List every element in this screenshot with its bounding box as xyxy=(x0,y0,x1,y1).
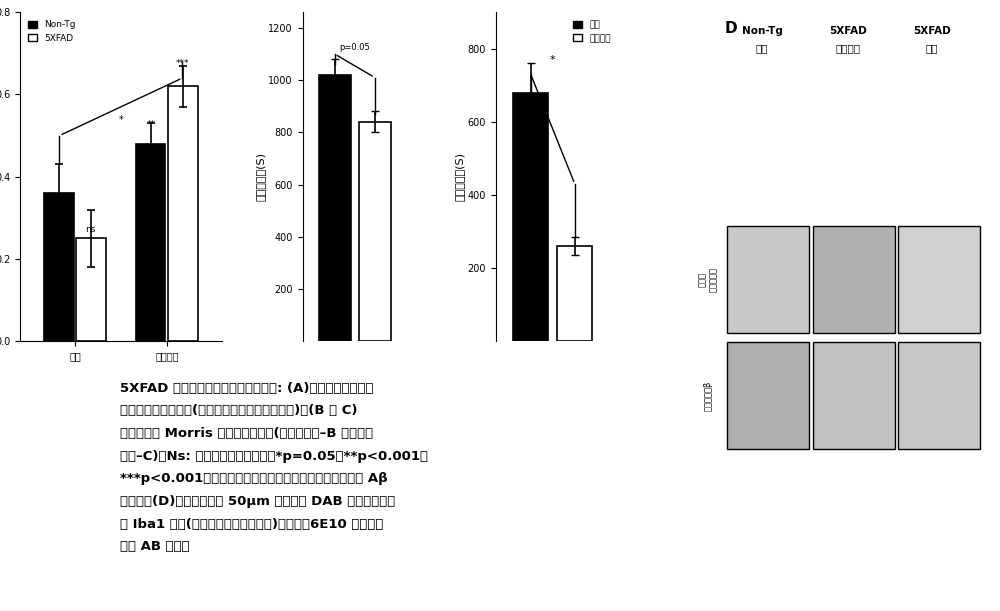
Text: ***p<0.001。慢性给予扎莫特罗增加活化的小胶质细胞和 Aβ: ***p<0.001。慢性给予扎莫特罗增加活化的小胶质细胞和 Aβ xyxy=(120,472,388,485)
Legend: 溶媒, 扎莫特罗: 溶媒, 扎莫特罗 xyxy=(569,16,614,46)
Bar xyxy=(44,193,74,342)
Bar xyxy=(136,144,165,342)
Text: 淀粉样蛋白β: 淀粉样蛋白β xyxy=(704,381,712,411)
Text: A: A xyxy=(0,0,1,2)
Bar xyxy=(513,93,548,342)
Text: 溶媒: 溶媒 xyxy=(756,43,768,53)
Text: B: B xyxy=(286,0,297,2)
Text: C: C xyxy=(477,0,488,2)
Text: 拯救陈述性记忆缺陷(判别比不显著高于机会水平)。(B 和 C): 拯救陈述性记忆缺陷(判别比不显著高于机会水平)。(B 和 C) xyxy=(120,404,358,417)
Text: 溶媒: 溶媒 xyxy=(926,43,938,53)
Text: 时间–C)，Ns: 不显著高于机会水平；*p=0.05；**p<0.001；: 时间–C)，Ns: 不显著高于机会水平；*p=0.05；**p<0.001； xyxy=(120,450,428,463)
Text: p=0.05: p=0.05 xyxy=(339,43,370,52)
Text: 5XFAD 小鼠中慢性口服给予扎莫特罗: (A)通过扎莫特罗治疗: 5XFAD 小鼠中慢性口服给予扎莫特罗: (A)通过扎莫特罗治疗 xyxy=(120,382,374,395)
Text: 用治疗改善 Morris 水迷宫中的行为(逃避潜伏期–B 和趋触性: 用治疗改善 Morris 水迷宫中的行为(逃避潜伏期–B 和趋触性 xyxy=(120,427,373,440)
Text: 活化的
小胶质细胞: 活化的 小胶质细胞 xyxy=(698,267,718,292)
Text: **: ** xyxy=(147,120,156,130)
Text: 斑清除。(D)用以下染色的 50μm 冠状面的 DAB 染色：上排，: 斑清除。(D)用以下染色的 50μm 冠状面的 DAB 染色：上排， xyxy=(120,495,395,508)
Text: Non-Tg: Non-Tg xyxy=(742,26,782,35)
Text: 5XFAD: 5XFAD xyxy=(913,26,951,35)
Bar xyxy=(359,122,391,342)
Text: *: * xyxy=(119,115,123,125)
Y-axis label: 逃避潜伏期(S): 逃避潜伏期(S) xyxy=(255,152,265,201)
Text: ns: ns xyxy=(54,221,65,230)
Text: ns: ns xyxy=(85,225,96,234)
Bar xyxy=(76,238,106,342)
Y-axis label: 趋触性时间(S): 趋触性时间(S) xyxy=(455,152,465,201)
Text: 扎莫特罗: 扎莫特罗 xyxy=(836,43,860,53)
Text: 抗 Iba1 抗体(针对活化的小胶质细胞)；下排，6E10 抗淀粉状: 抗 Iba1 抗体(针对活化的小胶质细胞)；下排，6E10 抗淀粉状 xyxy=(120,518,383,530)
Bar xyxy=(557,246,592,342)
Text: D: D xyxy=(725,21,738,37)
Text: 5XFAD: 5XFAD xyxy=(829,26,867,35)
Text: 蛋白 AB 抗体。: 蛋白 AB 抗体。 xyxy=(120,540,190,553)
Text: ***: *** xyxy=(176,59,189,68)
Bar xyxy=(168,86,198,342)
Text: *: * xyxy=(550,56,556,65)
Legend: Non-Tg, 5XFAD: Non-Tg, 5XFAD xyxy=(25,16,79,46)
Bar xyxy=(319,75,351,342)
